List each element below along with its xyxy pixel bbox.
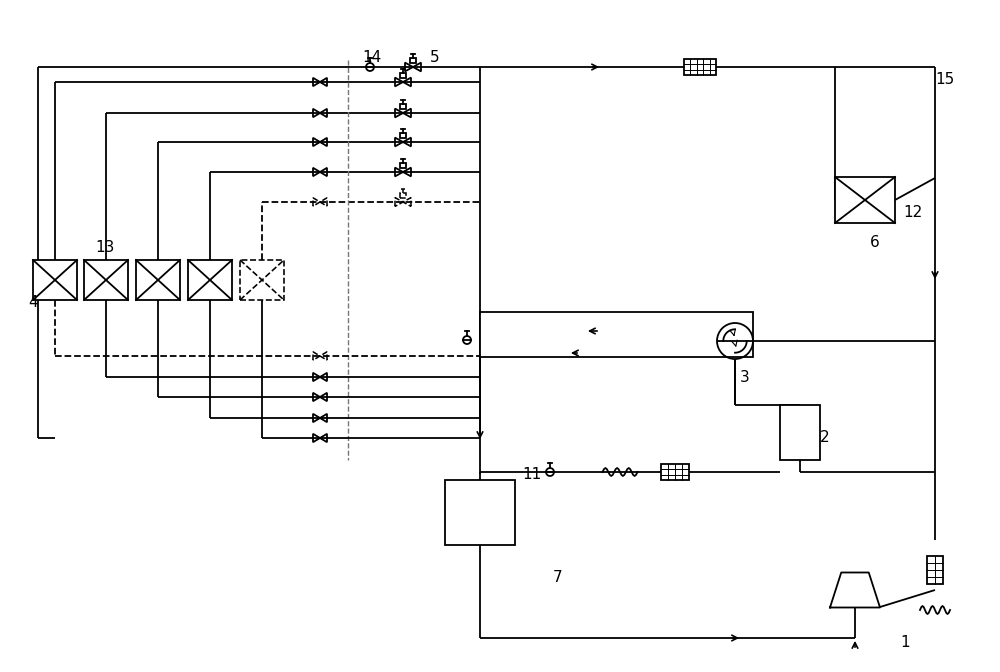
Text: 6: 6 <box>870 235 880 250</box>
Bar <box>33 260 77 300</box>
Text: 7: 7 <box>553 570 563 585</box>
Bar <box>661 464 689 480</box>
Bar <box>400 163 406 167</box>
Bar <box>480 312 753 357</box>
Text: 14: 14 <box>362 50 381 65</box>
Bar <box>684 59 716 75</box>
Bar <box>136 260 180 300</box>
Bar <box>400 133 406 138</box>
Bar <box>240 260 284 300</box>
Text: 3: 3 <box>740 370 750 385</box>
Text: 4: 4 <box>28 295 38 310</box>
Bar <box>400 73 406 77</box>
Bar <box>927 556 943 584</box>
Text: 12: 12 <box>903 205 922 220</box>
Bar <box>400 194 406 198</box>
Bar <box>780 405 820 460</box>
Text: 13: 13 <box>95 240 114 255</box>
Bar <box>445 480 515 545</box>
Text: 15: 15 <box>935 72 954 87</box>
Bar <box>400 104 406 109</box>
Text: 1: 1 <box>900 635 910 650</box>
Text: 2: 2 <box>820 430 830 445</box>
Text: 5: 5 <box>430 50 440 65</box>
Bar <box>410 58 416 62</box>
Text: 11: 11 <box>522 467 541 482</box>
Bar <box>835 177 895 223</box>
Bar <box>188 260 232 300</box>
Bar <box>84 260 128 300</box>
